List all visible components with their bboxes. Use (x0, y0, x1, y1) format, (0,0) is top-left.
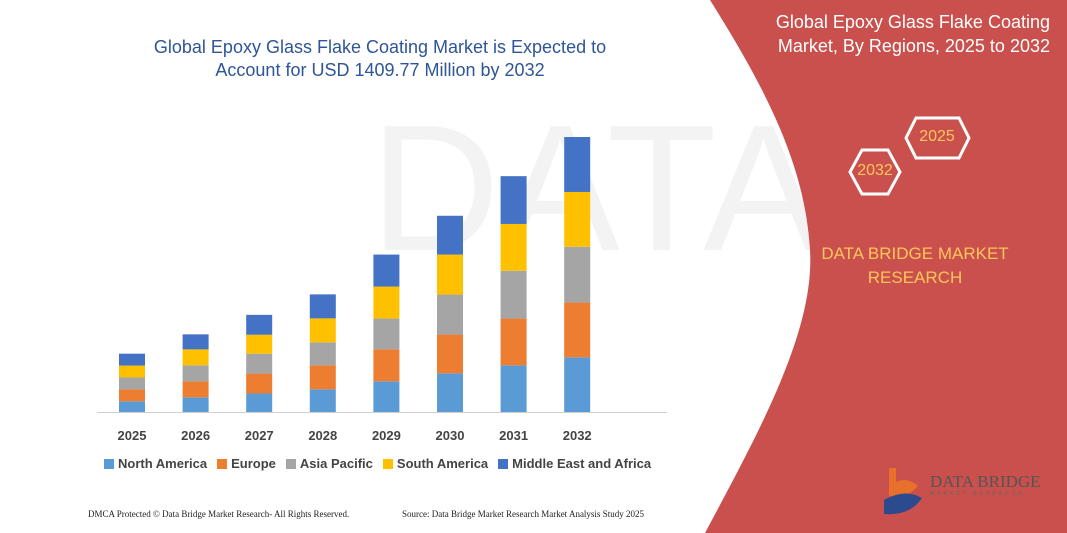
legend-swatch (217, 458, 228, 469)
side-panel-bg (705, 0, 1067, 533)
bar-segment-2028-north-america (309, 389, 336, 412)
bar-segment-2027-europe (246, 373, 273, 394)
hexagon-2025 (904, 116, 971, 160)
footer-source: Source: Data Bridge Market Research Mark… (402, 509, 644, 519)
x-tick-label: 2029 (372, 428, 401, 443)
bar-segment-2030-europe (437, 334, 463, 374)
bar-segment-2028-middle-east-and-africa (309, 294, 336, 319)
bar-segment-2030-north-america (437, 373, 463, 412)
bar-segment-2026-north-america (182, 397, 209, 412)
bar-segment-2030-middle-east-and-africa (437, 215, 463, 255)
bar-segment-2025-europe (119, 389, 145, 402)
hex-label-2025: 2025 (919, 128, 955, 145)
bar-segment-2031-middle-east-and-africa (500, 176, 527, 224)
legend-label: Asia Pacific (299, 456, 373, 471)
bar-segment-2025-south-america (119, 365, 145, 378)
legend-item: North America (104, 456, 207, 471)
bar-segment-2026-middle-east-and-africa (182, 334, 209, 350)
bar-segment-2026-europe (182, 381, 209, 398)
stacked-bar-chart: 2025 2026 2027 2028 2029 2030 2031 2032 (97, 137, 667, 443)
hexagon-2032 (848, 148, 902, 196)
bar-segment-2029-asia-pacific (373, 318, 400, 350)
bar-segment-2025-north-america (119, 401, 145, 412)
logo-subtext: MARKET RESEARCH (930, 491, 1025, 497)
bar-segment-2025-middle-east-and-africa (119, 353, 145, 366)
bar-segment-2028-europe (309, 365, 336, 390)
legend-swatch (498, 458, 509, 469)
bar-segment-2030-south-america (437, 254, 463, 295)
legend-item: South America (382, 456, 489, 471)
bar-segment-2031-north-america (500, 365, 527, 412)
bar-segment-2027-asia-pacific (246, 353, 273, 374)
bar-segment-2029-europe (373, 349, 400, 382)
legend-swatch (104, 458, 114, 469)
bar-segment-2032-asia-pacific (564, 246, 591, 303)
hex-label-2032: 2032 (857, 162, 893, 179)
bar-segment-2027-south-america (246, 334, 273, 354)
legend-label: South America (396, 456, 489, 471)
x-tick-label: 2031 (499, 428, 528, 443)
bar-segment-2028-asia-pacific (309, 342, 336, 366)
logo-text: DATA BRIDGE (930, 472, 1041, 491)
legend: North America Europe Asia Pacific South Ame… (104, 456, 651, 471)
legend-label: North America (118, 456, 208, 471)
x-tick-label: 2027 (245, 428, 274, 443)
bar-segment-2030-asia-pacific (437, 294, 463, 335)
x-tick-label: 2025 (118, 428, 147, 443)
legend-swatch (382, 458, 393, 469)
bar-segment-2027-north-america (246, 393, 273, 412)
x-tick-label: 2026 (181, 428, 210, 443)
bar-segment-2031-europe (500, 318, 527, 366)
bar-segment-2031-south-america (500, 223, 527, 271)
chart-title: Global Epoxy Glass Flake Coating Market … (153, 37, 607, 80)
bar-segment-2025-asia-pacific (119, 377, 145, 390)
bar-segment-2032-south-america (564, 191, 591, 247)
bar-segment-2032-middle-east-and-africa (564, 137, 591, 192)
legend-item: Middle East and Africa (498, 456, 651, 471)
bar-segment-2029-middle-east-and-africa (373, 254, 400, 287)
legend-item: Asia Pacific (285, 456, 373, 471)
legend-swatch (285, 458, 296, 469)
x-tick-label: 2032 (563, 428, 592, 443)
bar-segment-2028-south-america (309, 318, 336, 343)
bar-segment-2031-asia-pacific (500, 270, 527, 319)
side-panel-title: Global Epoxy Glass Flake Coating Market,… (775, 12, 1050, 56)
bar-segment-2027-middle-east-and-africa (246, 314, 273, 335)
bar-segment-2029-south-america (373, 286, 400, 319)
legend-item: Europe (217, 456, 276, 471)
bar-segment-2026-asia-pacific (182, 365, 209, 382)
footer-copyright: DMCA Protected © Data Bridge Market Rese… (88, 509, 350, 519)
x-tick-label: 2028 (308, 428, 337, 443)
bar-segment-2032-europe (564, 302, 591, 358)
bar-segment-2026-south-america (182, 349, 209, 366)
bar-segment-2029-north-america (373, 381, 400, 412)
x-tick-label: 2030 (436, 428, 465, 443)
logo-icon (884, 468, 922, 515)
legend-label: Europe (231, 456, 276, 471)
bar-segment-2032-north-america (564, 357, 591, 412)
legend-label: Middle East and Africa (512, 456, 652, 471)
brand-text: DATA BRIDGE MARKET RESEARCH (821, 244, 1009, 287)
